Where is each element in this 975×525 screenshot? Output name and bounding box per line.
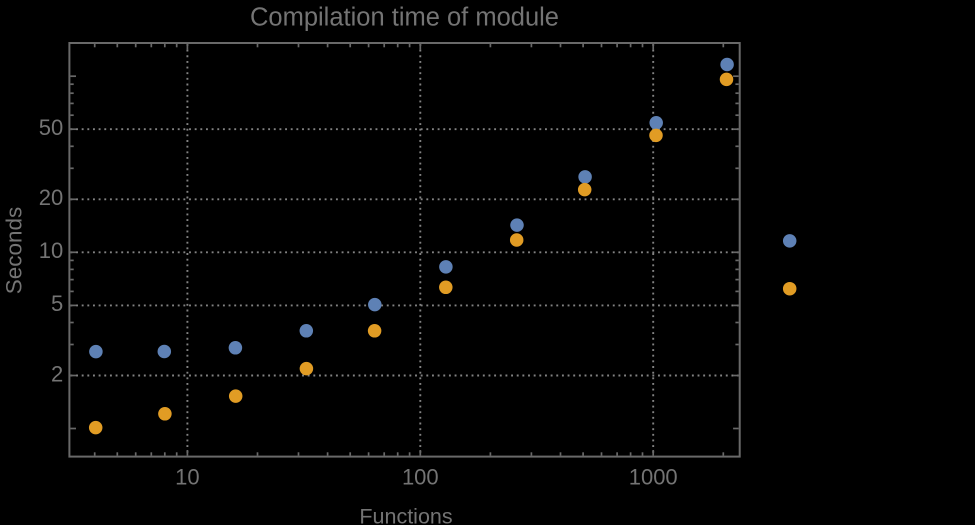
svg-text:Functions: Functions [359,504,452,525]
svg-text:2: 2 [51,361,63,386]
svg-text:20: 20 [39,185,63,210]
svg-text:10: 10 [175,465,199,490]
svg-text:Seconds: Seconds [1,207,26,295]
svg-text:50: 50 [39,115,63,140]
svg-text:Compilation time of module: Compilation time of module [250,3,559,31]
svg-text:1000: 1000 [629,465,678,490]
svg-text:5: 5 [51,291,63,316]
svg-text:10: 10 [39,238,63,263]
svg-text:100: 100 [402,465,439,490]
